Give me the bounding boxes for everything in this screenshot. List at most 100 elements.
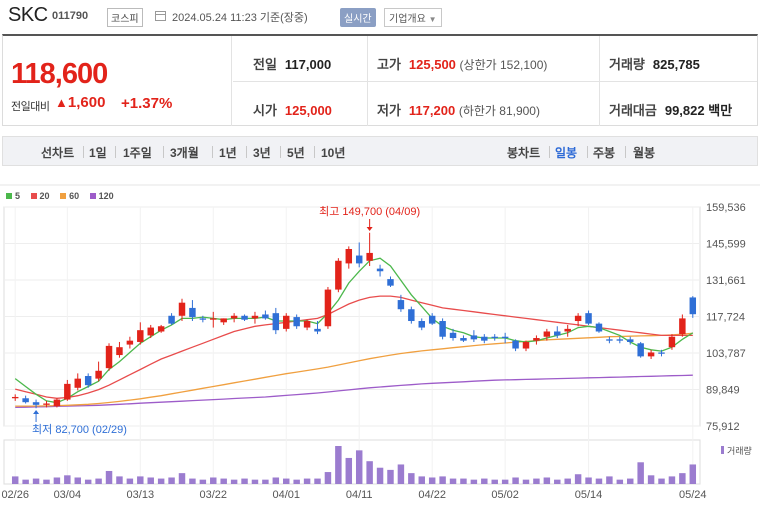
candle-body [387,279,394,286]
candle-body [606,339,613,341]
volume-bar [668,476,676,484]
candle-body [637,343,644,357]
x-tick-label: 05/02 [491,489,519,501]
tab-10year[interactable]: 10년 [321,146,346,160]
volume-bar [512,477,519,484]
volume-bar [22,479,29,484]
volume-bar [606,476,613,484]
volume-bar [335,446,342,484]
divider [549,146,550,158]
min-price-annotation: 최저 82,700 (02/29) [32,423,127,436]
volume-bar [251,479,259,484]
volume-bar [428,477,436,484]
volume-bar [345,457,353,484]
candle-body [314,328,321,332]
candle-body [220,318,227,323]
x-tick-label: 04/22 [418,489,446,501]
volume-bar [408,473,415,484]
candle-body [116,347,123,356]
volume-bar [314,478,321,484]
candle-body [647,352,655,357]
candle-body [74,378,81,388]
candle-body [501,336,509,339]
realtime-button[interactable]: 실시간 [340,8,376,27]
candle-body [533,338,540,341]
tab-candle-chart[interactable]: 봉차트 [507,146,541,160]
candle-body [324,289,332,327]
volume-bar [491,479,498,484]
x-tick-label: 05/14 [575,489,603,501]
open-value: 125,000 [284,103,332,118]
tab-line-chart[interactable]: 선차트 [41,146,75,160]
tab-1day[interactable]: 1일 [89,146,107,160]
change-amount: 1,600 [67,94,106,111]
change-label: 전일대비 [11,101,50,113]
volume-bar [210,477,217,484]
volume-bar [105,470,113,484]
volume-bar [293,479,300,484]
quote-panel: 118,600 전일대비 ▲1,600 +1.37% 전일 117,000 고가 1… [2,34,758,126]
candle-body [574,315,582,322]
volume-bar [501,479,509,484]
tab-3month[interactable]: 3개월 [170,146,199,160]
lower-limit: (하한가 81,900) [458,104,540,118]
up-triangle-icon: ▲ [55,95,68,110]
candle-body [95,370,102,379]
volume-bar [199,479,207,484]
candle-body [366,252,373,261]
candle-body [335,260,342,290]
candle-body [199,318,207,320]
candle-body [84,376,92,386]
tab-1week[interactable]: 1주일 [123,146,152,160]
tab-1year[interactable]: 1년 [219,146,237,160]
candle-body [408,309,415,322]
tab-weekly[interactable]: 주봉 [593,146,616,160]
divider [83,146,84,158]
quote-datetime: 2024.05.24 11:23 기준(장중) [172,12,308,24]
y-tick-label: 75,912 [706,421,740,433]
divider [231,36,232,126]
candle-body [376,268,384,272]
candle-body [137,330,144,342]
y-tick-label: 159,536 [706,202,746,214]
candle-body [283,315,290,329]
candle-body [679,318,686,335]
volume-bar [449,478,457,484]
arrow-down-icon [366,227,373,231]
volume-bar [470,479,478,484]
x-tick-label: 03/04 [54,489,82,501]
x-tick-label: 02/26 [1,489,29,501]
tab-daily[interactable]: 일봉 [555,146,578,160]
x-tick-label: 04/11 [346,489,373,501]
tab-monthly[interactable]: 월봉 [633,146,656,160]
divider [115,146,116,158]
candle-body [595,323,603,332]
market-badge: 코스피 [107,8,143,27]
volume-bar [262,479,269,484]
stock-header: SKC 011790 코스피 2024.05.24 11:23 기준(장중) 실… [0,0,760,34]
x-tick-label: 05/24 [679,489,707,501]
legend-ma5[interactable]: 5 [6,191,20,201]
legend-ma20[interactable]: 20 [30,191,50,201]
legend-ma120-label: 120 [98,191,114,201]
candle-body [178,302,186,316]
candle-body [418,321,425,328]
candle-body [147,327,154,336]
volume-bar [595,478,603,484]
change-value: ▲1,600 [55,94,105,111]
tab-5year[interactable]: 5년 [287,146,305,160]
candle-body [658,352,665,354]
candle-body [668,336,676,348]
amount-label: 거래대금 [609,103,657,118]
volume-bar [283,478,290,484]
volume-bar [543,477,551,484]
candle-body [355,255,363,264]
tab-3year[interactable]: 3년 [253,146,271,160]
candle-body [251,315,259,319]
legend-ma60[interactable]: 60 [60,191,79,201]
candle-body [460,338,467,341]
company-overview-dropdown[interactable]: 기업개요 ▼ [384,8,442,27]
candle-body [303,321,311,328]
legend-ma120[interactable]: 120 [89,191,114,201]
